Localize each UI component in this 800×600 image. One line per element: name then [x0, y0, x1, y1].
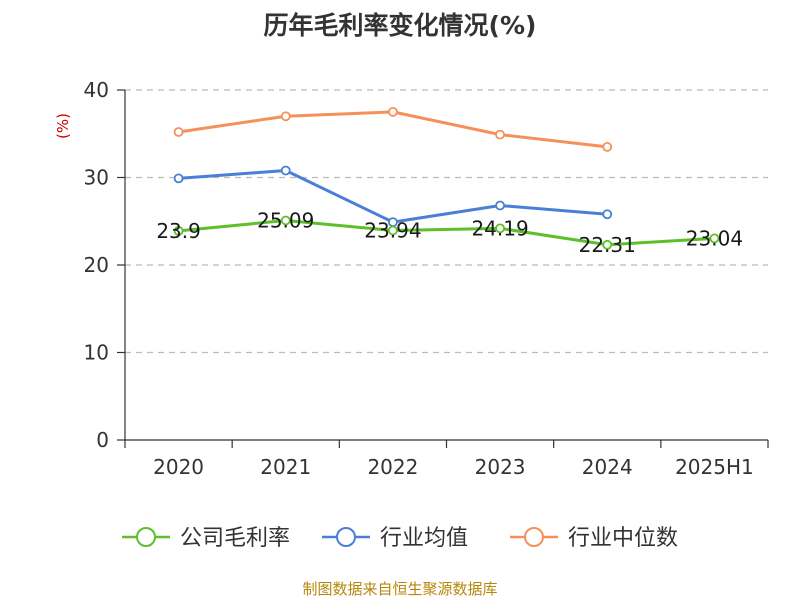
data-point	[173, 127, 184, 137]
data-point	[495, 200, 505, 211]
series-line-2	[178, 110, 608, 149]
data-point	[173, 225, 184, 236]
x-tick-label: 2025H1	[675, 455, 754, 479]
y-tick-label: 30	[84, 166, 109, 190]
y-tick-label: 0	[96, 428, 109, 452]
y-tick-label: 40	[84, 78, 109, 102]
x-tick-label: 2024	[582, 455, 633, 479]
x-tick-label: 2021	[260, 455, 311, 479]
data-label: 22.31	[579, 233, 636, 257]
data-point	[602, 209, 613, 220]
legend-label: 行业中位数	[568, 526, 678, 551]
data-label: 25.09	[257, 208, 314, 232]
x-tick-label: 2022	[367, 455, 418, 479]
source-note: 制图数据来自恒生聚源数据库	[302, 580, 498, 598]
data-point	[495, 129, 505, 140]
legend-label: 行业均值	[380, 526, 468, 551]
data-point	[709, 233, 720, 244]
x-tick-label: 2023	[475, 455, 526, 479]
data-label: 23.94	[364, 219, 421, 243]
legend-marker	[524, 527, 544, 547]
x-tick-label: 2020	[153, 455, 204, 479]
series-line-1	[178, 169, 608, 224]
data-point	[602, 141, 613, 152]
chart-title: 历年毛利率变化情况(%)	[263, 11, 537, 40]
data-point	[280, 111, 291, 122]
y-axis-label: (%)	[54, 113, 72, 139]
data-label: 23.9	[156, 219, 201, 243]
y-tick-label: 10	[84, 341, 109, 365]
y-tick-label: 20	[84, 253, 109, 277]
legend-marker	[336, 527, 356, 547]
data-point	[495, 223, 505, 234]
data-point	[280, 215, 291, 226]
legend-label: 公司毛利率	[180, 526, 290, 551]
legend-marker	[136, 527, 156, 547]
data-point	[388, 225, 398, 236]
data-label: 23.04	[686, 226, 743, 250]
data-point	[280, 165, 291, 176]
data-point	[173, 173, 184, 184]
data-point	[602, 239, 613, 250]
data-point	[388, 106, 398, 117]
series-line-0	[178, 218, 715, 247]
data-label: 24.19	[471, 216, 528, 240]
